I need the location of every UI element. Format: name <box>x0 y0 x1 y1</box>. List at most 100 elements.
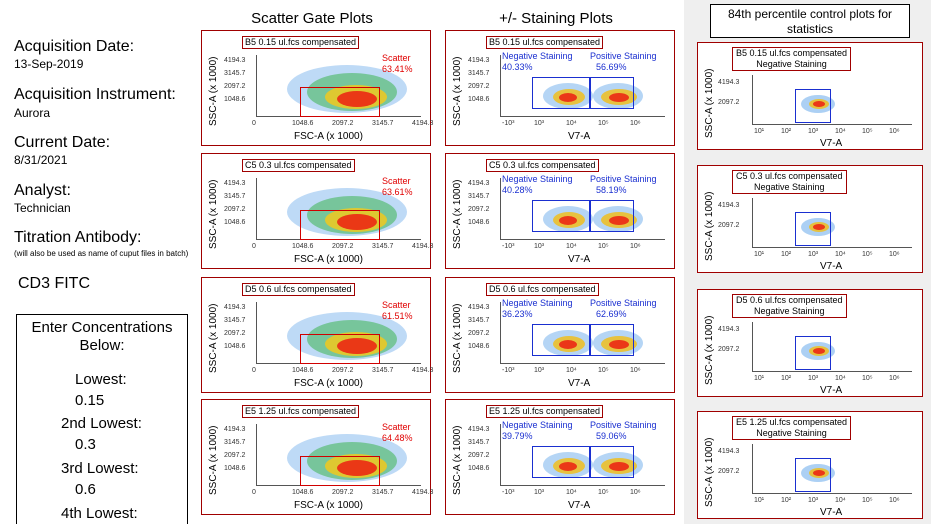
x-tick-label: 10³ <box>534 367 545 374</box>
y-axis-label: SSC-A (x 1000) <box>208 425 219 495</box>
x-tick-label: 10⁵ <box>598 243 609 250</box>
x-tick-label: 10⁴ <box>835 128 846 135</box>
scatter-gate-name: Scatter <box>382 53 411 63</box>
negative-gate[interactable] <box>532 324 590 356</box>
positive-gate[interactable] <box>590 446 634 478</box>
scatter-gate[interactable] <box>300 210 380 240</box>
plot-file-title: C5 0.3 ul.fcs compensated <box>242 159 355 172</box>
control-gate[interactable] <box>795 336 831 370</box>
plot-file-title: C5 0.3 ul.fcs compensated Negative Staini… <box>732 170 847 194</box>
scatter-plot-card[interactable]: D5 0.6 ul.fcs compensated SSC-A (x 1000) 4… <box>201 277 434 393</box>
current-date-label: Current Date: <box>14 134 111 151</box>
y-tick-label: 3145.7 <box>468 439 490 446</box>
positive-gate[interactable] <box>590 200 634 232</box>
x-tick-label: 10⁵ <box>598 367 609 374</box>
staining-plot-card[interactable]: D5 0.6 ul.fcs compensated SSC-A (x 1000) 4… <box>445 277 675 393</box>
negative-gate-percent: 36.23% <box>502 309 533 319</box>
positive-gate[interactable] <box>590 77 634 109</box>
x-tick-label: -10³ <box>502 120 515 127</box>
scatter-gate[interactable] <box>300 456 380 486</box>
scatter-plot-card[interactable]: B5 0.15 ul.fcs compensated SSC-A (x 1000)… <box>201 30 433 146</box>
scatter-plot-card[interactable]: C5 0.3 ul.fcs compensated SSC-A (x 1000) 4… <box>201 153 433 269</box>
staining-plot-card[interactable]: B5 0.15 ul.fcs compensated SSC-A (x 1000)… <box>445 30 675 146</box>
density-ctrl-core <box>813 101 825 107</box>
y-tick-label: 4194.3 <box>468 426 490 433</box>
staining-plot-area <box>500 302 665 364</box>
negative-gate[interactable] <box>532 77 590 109</box>
y-axis-label: SSC-A (x 1000) <box>208 303 219 373</box>
x-tick-label: 10⁶ <box>630 489 641 496</box>
x-tick-label: 10³ <box>534 243 545 250</box>
x-tick-label: 10⁶ <box>889 375 900 382</box>
y-tick-label: 2097.2 <box>224 452 246 459</box>
third-lowest-label: 3rd Lowest: <box>61 460 139 477</box>
x-tick-label: 10² <box>781 128 792 135</box>
antibody-input[interactable]: CD3 FITC <box>18 275 90 292</box>
y-tick-label: 1048.6 <box>468 219 490 226</box>
staining-plot-card[interactable]: C5 0.3 ul.fcs compensated SSC-A (x 1000) 4… <box>445 153 675 269</box>
x-tick-label: 10⁵ <box>862 497 873 504</box>
staining-header: +/- Staining Plots <box>499 10 613 27</box>
x-axis-label: V7-A <box>568 254 591 265</box>
control-gate-name: Negative Staining <box>754 306 825 316</box>
negative-gate-name: Negative Staining <box>502 51 573 61</box>
x-tick-label: 2097.2 <box>332 243 354 250</box>
control-plot-card[interactable]: E5 1.25 ul.fcs compensated Negative Stain… <box>697 411 923 519</box>
second-lowest-input[interactable]: 0.3 <box>75 436 96 453</box>
y-tick-label: 4194.3 <box>718 448 740 455</box>
control-plot-card[interactable]: B5 0.15 ul.fcs compensated Negative Stain… <box>697 42 923 150</box>
x-axis-label: V7-A <box>820 507 843 518</box>
positive-gate-percent: 56.69% <box>596 62 627 72</box>
y-tick-label: 3145.7 <box>224 70 246 77</box>
positive-gate[interactable] <box>590 324 634 356</box>
x-tick-label: 10⁵ <box>598 120 609 127</box>
x-tick-label: 0 <box>252 243 256 250</box>
staining-plot-card[interactable]: E5 1.25 ul.fcs compensated SSC-A (x 1000)… <box>445 399 675 515</box>
negative-gate[interactable] <box>532 200 590 232</box>
x-axis-label: V7-A <box>820 138 843 149</box>
density-neg-core <box>559 462 577 471</box>
control-gate[interactable] <box>795 458 831 492</box>
control-gate[interactable] <box>795 89 831 123</box>
scatter-gate-name: Scatter <box>382 422 411 432</box>
lowest-input[interactable]: 0.15 <box>75 392 105 409</box>
x-tick-label: 4194.3 <box>412 367 434 374</box>
x-tick-label: -10³ <box>502 489 515 496</box>
x-tick-label: 3145.7 <box>372 489 394 496</box>
y-tick-label: 4194.3 <box>468 304 490 311</box>
density-ctrl-core <box>813 224 825 230</box>
plot-file-title: E5 1.25 ul.fcs compensated Negative Stain… <box>732 416 852 440</box>
scatter-gate[interactable] <box>300 87 380 117</box>
y-axis-label: SSC-A (x 1000) <box>704 191 715 261</box>
y-tick-label: 1048.6 <box>468 96 490 103</box>
acquisition-date-value: 13-Sep-2019 <box>14 57 84 71</box>
y-tick-label: 1048.6 <box>468 465 490 472</box>
positive-gate-name: Positive Staining <box>590 298 657 308</box>
density-pos-core <box>609 216 629 225</box>
scatter-plot-card[interactable]: E5 1.25 ul.fcs compensated SSC-A (x 1000)… <box>201 399 433 515</box>
x-axis-label: FSC-A (x 1000) <box>294 500 363 511</box>
y-tick-label: 2097.2 <box>468 83 490 90</box>
staining-plot-area <box>500 178 665 240</box>
x-tick-label: 10⁶ <box>889 251 900 258</box>
control-plot-card[interactable]: C5 0.3 ul.fcs compensated Negative Staini… <box>697 165 923 273</box>
x-tick-label: 2097.2 <box>332 367 354 374</box>
negative-gate-name: Negative Staining <box>502 174 573 184</box>
third-lowest-input[interactable]: 0.6 <box>75 481 96 498</box>
y-tick-label: 3145.7 <box>224 439 246 446</box>
x-tick-label: 10³ <box>808 251 819 258</box>
y-tick-label: 3145.7 <box>468 317 490 324</box>
control-plot-card[interactable]: D5 0.6 ul.fcs compensated Negative Staini… <box>697 289 923 397</box>
x-tick-label: 10³ <box>534 120 545 127</box>
control-gate[interactable] <box>795 212 831 246</box>
density-pos-core <box>609 93 629 102</box>
y-axis-label: SSC-A (x 1000) <box>452 56 463 126</box>
density-core <box>337 338 377 354</box>
scatter-gate[interactable] <box>300 334 380 364</box>
x-axis-label: V7-A <box>568 500 591 511</box>
density-pos-core <box>609 462 629 471</box>
titration-antibody-label: Titration Antibody: <box>14 229 142 246</box>
negative-gate[interactable] <box>532 446 590 478</box>
control-gate-name: Negative Staining <box>754 182 825 192</box>
control-file-name: B5 0.15 ul.fcs compensated <box>736 48 848 58</box>
